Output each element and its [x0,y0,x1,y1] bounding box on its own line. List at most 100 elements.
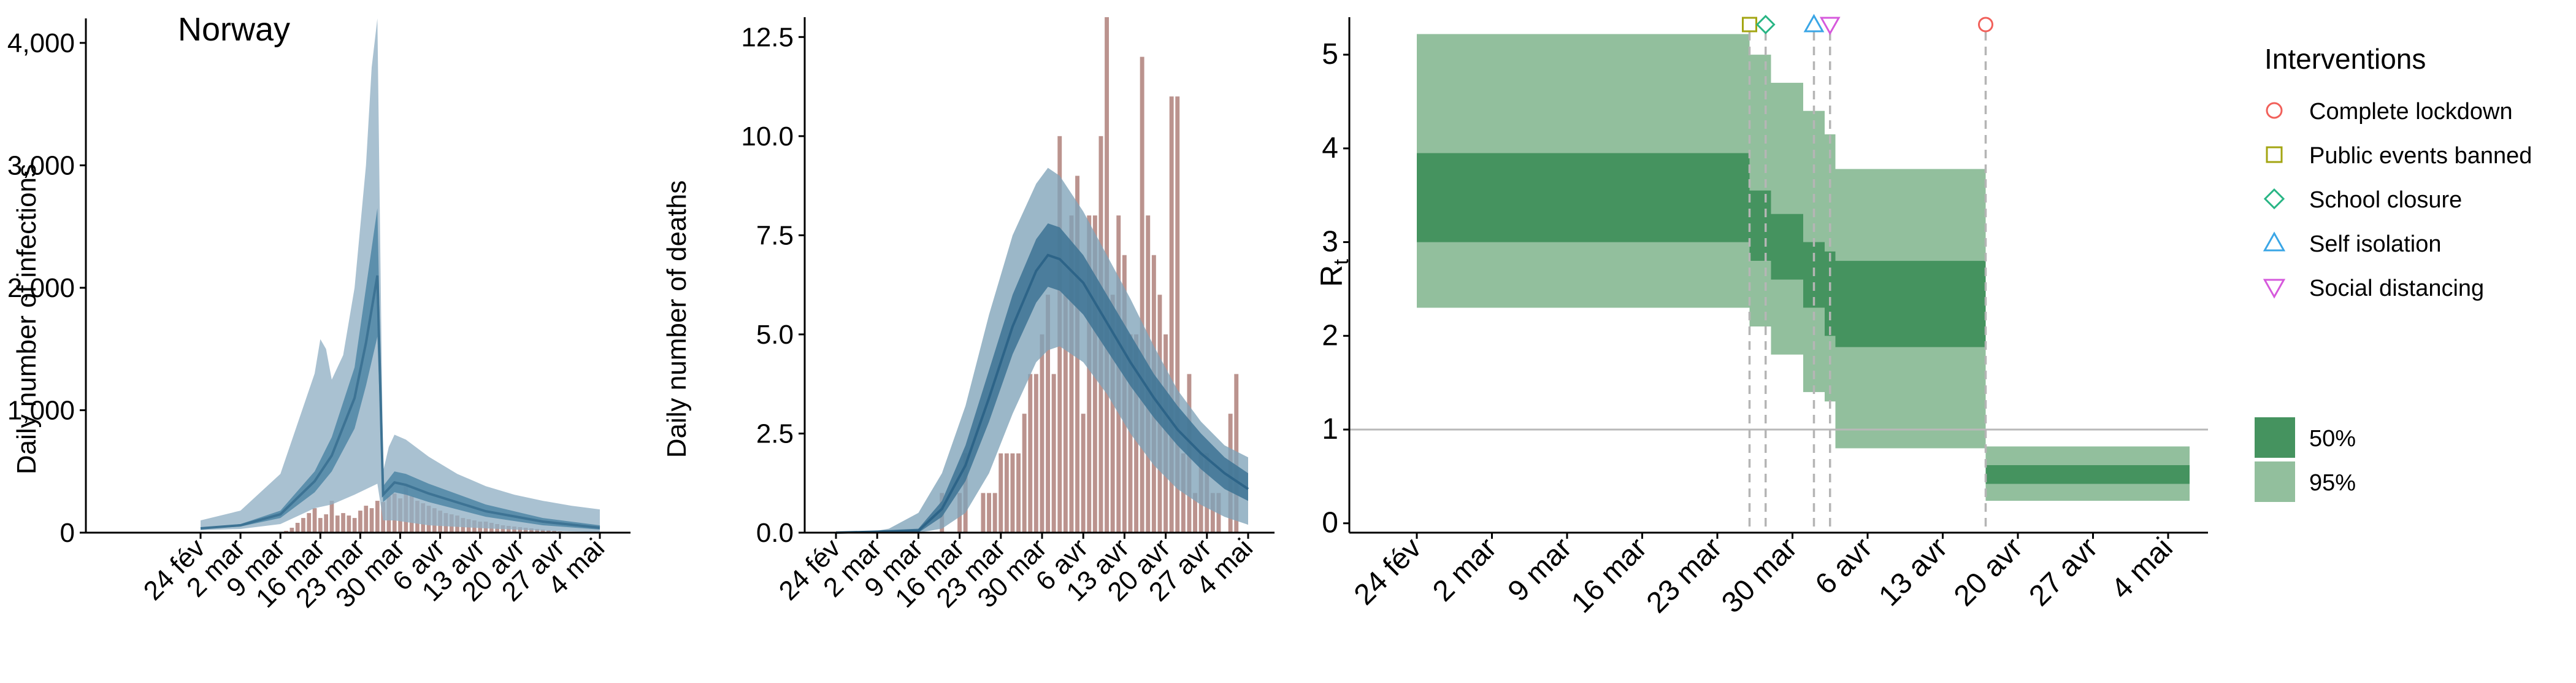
rt-ci50-segment [1825,251,1836,336]
bar [1010,453,1015,533]
bar [999,453,1003,533]
bar [312,508,317,533]
bar [347,515,351,533]
legend-label-50: 50% [2309,426,2356,452]
ci50-band [201,208,600,530]
bar [1087,215,1092,533]
chart-title: Norway [178,11,290,48]
x-tick-label: 27 avr [2023,531,2104,612]
y-tick-label: 0 [60,518,75,548]
y-tick-label: 12.5 [741,22,794,52]
ci95-band [201,18,600,532]
rt-ci50-segment [1985,465,2190,484]
bar [1033,374,1038,533]
intervention-marker [1742,17,1757,33]
bar [1022,414,1027,533]
bar [529,528,534,533]
legend-marker [2263,279,2286,299]
bar [546,530,551,533]
ci50-band [836,223,1248,533]
y-axis-label: Daily number of infections [12,164,42,474]
bar [352,518,357,533]
y-axis-label-r: R [1314,265,1349,287]
bar [1063,295,1068,533]
bar [301,518,305,533]
bar [518,527,523,533]
x-tick-label: 24 fév [1348,531,1428,611]
legend-marker [2266,146,2283,163]
bar [1193,493,1197,533]
bar [324,514,328,533]
legend-marker [2263,231,2286,252]
bar [369,508,374,533]
y-tick-label: 0.0 [756,518,794,548]
y-tick-label: 3 [1322,226,1338,258]
intervention-marker [1978,17,1993,33]
bar [335,515,340,533]
legend-label: School closure [2309,187,2462,213]
x-tick-label: 2 mar [1427,531,1503,608]
bar [1016,453,1021,533]
bar [1028,374,1033,533]
bar [364,506,369,533]
bar [1169,96,1174,533]
bar [987,493,991,533]
bar [1175,96,1180,533]
y-tick-label: 1,000 [7,395,75,425]
rt-ci50-segment [1771,214,1803,280]
legend-ci: 50% 95% [2255,417,2356,502]
x-tick-label: 23 mar [1641,531,1728,619]
x-tick-label: 6 avr [1809,531,1879,601]
bar [1181,453,1186,533]
bar [1040,334,1045,533]
x-tick-label: 13 avr [1873,531,1953,612]
x-tick-label: 16 mar [1565,531,1653,619]
bar [318,518,323,533]
intervention-marker [1755,15,1776,34]
bar [540,530,545,533]
y-tick-label: 10.0 [741,122,794,152]
y-tick-label: 2 [1322,319,1338,352]
ci95-band [836,168,1248,533]
bar [329,501,334,533]
x-tick-label: 20 avr [1948,531,2029,612]
y-tick-label: 5.0 [756,320,794,350]
bar [358,511,362,533]
y-tick-label: 0 [1322,507,1338,539]
intervention-marker [1803,14,1825,33]
bar [1128,334,1133,533]
legend-label: Complete lockdown [2309,99,2513,125]
bar [341,513,345,533]
x-tick-label: 30 mar [1715,531,1803,619]
legend-marker [2266,102,2283,119]
legend-marker [2263,188,2285,210]
legend-title: Interventions [2264,43,2426,75]
bar [981,493,986,533]
y-tick-label: 3,000 [7,150,75,180]
bar [1004,453,1009,533]
intervention-marker [1819,17,1841,36]
bar [1081,414,1086,533]
rt-ci50-segment [1417,153,1750,242]
legend-label: Self isolation [2309,231,2441,257]
bar [1210,493,1215,533]
bar [375,501,380,533]
rt-ci50-segment [1835,261,1986,347]
y-tick-label: 5 [1322,38,1338,71]
y-tick-label: 4 [1322,132,1338,164]
bar [295,523,300,533]
bar [1069,215,1074,533]
y-axis-label: Rt [1314,259,1353,287]
y-axis-label-subscript: t [1330,259,1353,265]
bar [1051,374,1056,533]
legend: Interventions Complete lockdown Public ev… [2255,43,2532,502]
legend-label: Social distancing [2309,276,2484,301]
y-tick-label: 2,000 [7,273,75,303]
legend-interventions: Complete lockdown Public events banned Sch… [2263,99,2532,301]
median-line [835,253,1249,534]
